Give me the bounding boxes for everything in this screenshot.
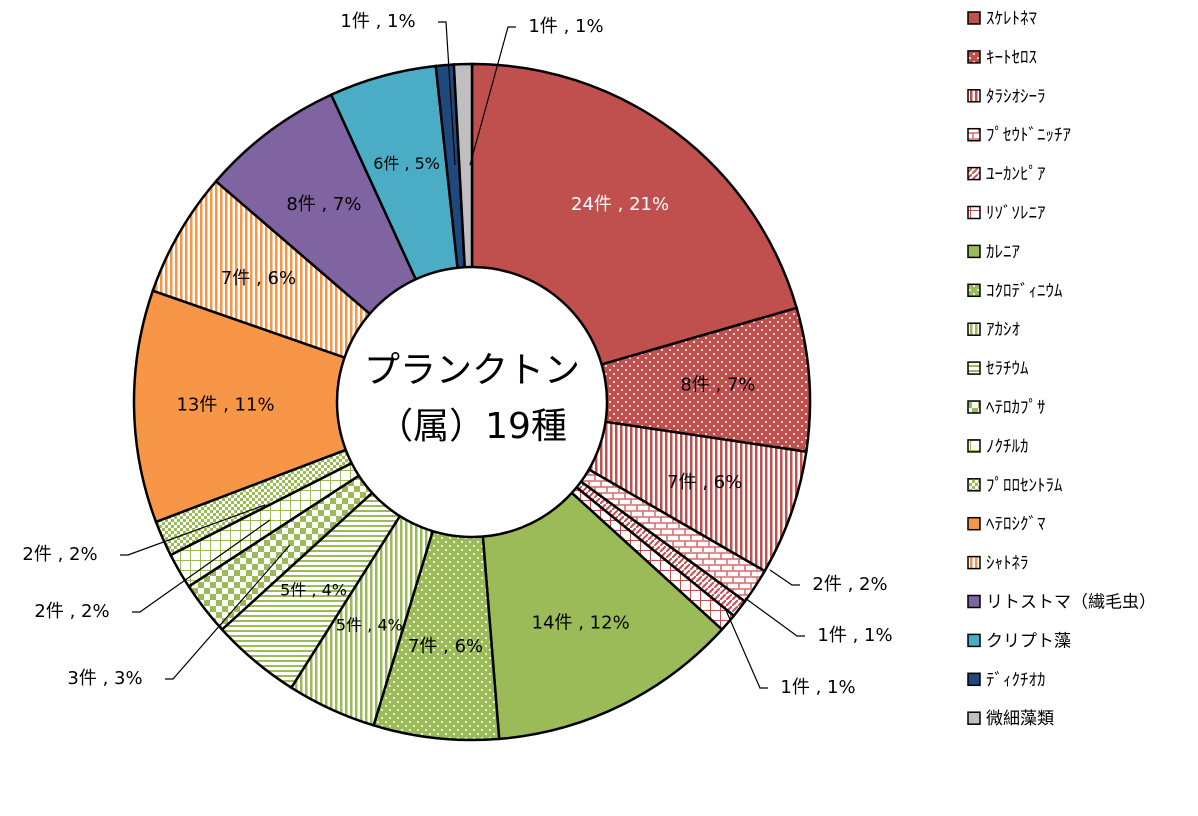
legend-swatch bbox=[967, 361, 981, 375]
legend-label: ｱｶｼｵ bbox=[986, 320, 1020, 340]
data-label: 1件 , 1% bbox=[780, 677, 855, 698]
leader-line bbox=[724, 607, 768, 689]
legend-label: ﾃﾞｨｸﾁｵｶ bbox=[986, 670, 1046, 690]
legend-label: ｺｸﾛﾃﾞｨﾆｳﾑ bbox=[986, 281, 1063, 301]
legend-label: ｶﾚﾆｱ bbox=[986, 242, 1020, 262]
data-label: 5件 , 4% bbox=[280, 580, 347, 599]
leader-line bbox=[165, 544, 291, 680]
legend-label: ﾉｸﾁﾙｶ bbox=[986, 437, 1029, 457]
data-label: 14件 , 12% bbox=[532, 612, 630, 633]
data-label: 8件 , 7% bbox=[286, 194, 361, 215]
legend-swatch bbox=[967, 478, 981, 492]
legend-swatch bbox=[967, 633, 981, 648]
center-text: プランクトン bbox=[364, 350, 580, 391]
legend-swatch bbox=[967, 516, 981, 531]
leader-line bbox=[769, 569, 800, 586]
legend-swatch bbox=[967, 244, 981, 259]
data-label: 2件 , 2% bbox=[812, 574, 887, 595]
legend-label: クリプト藻 bbox=[986, 631, 1071, 651]
legend-swatch bbox=[967, 322, 981, 336]
legend-label: ﾌﾟﾛﾛｾﾝﾄﾗﾑ bbox=[986, 476, 1063, 496]
legend-label: ﾕｰｶﾝﾋﾟｱ bbox=[986, 165, 1046, 185]
data-label: 5件 , 4% bbox=[336, 616, 403, 635]
data-label: 7件 , 6% bbox=[221, 268, 296, 289]
center-text: （属）19種 bbox=[377, 406, 567, 447]
data-label: 2件 , 2% bbox=[22, 544, 97, 565]
legend-swatch bbox=[967, 672, 981, 687]
legend-swatch bbox=[967, 11, 981, 25]
legend-label: ﾀﾗｼｵｼｰﾗ bbox=[986, 87, 1046, 107]
legend-label: リトストマ（繊毛虫） bbox=[986, 593, 1156, 613]
legend-swatch bbox=[967, 283, 981, 298]
legend-label: ｷｰﾄｾﾛｽ bbox=[986, 48, 1037, 68]
data-label: 1件 , 1% bbox=[340, 11, 415, 32]
legend-swatch bbox=[967, 711, 981, 725]
legend-label: ﾘｿﾞｿﾚﾆｱ bbox=[986, 204, 1046, 224]
legend-label: ﾍﾃﾛｼｸﾞﾏ bbox=[986, 515, 1046, 535]
legend-label: 微細藻類 bbox=[986, 709, 1054, 729]
legend-swatch bbox=[967, 439, 981, 453]
legend-swatch bbox=[967, 205, 981, 220]
donut-hole bbox=[335, 265, 609, 539]
legend-swatch bbox=[967, 127, 981, 142]
legend-swatch bbox=[967, 50, 981, 64]
slice bbox=[132, 289, 476, 524]
legend-swatch bbox=[967, 166, 981, 181]
data-label: 13件 , 11% bbox=[176, 394, 274, 415]
leader-line bbox=[438, 21, 456, 166]
legend-label: ﾌﾟｾｳﾄﾞﾆｯﾁｱ bbox=[986, 126, 1071, 146]
legend-label: ｼｬﾄﾈﾗ bbox=[986, 554, 1029, 574]
leader-line bbox=[120, 504, 266, 556]
legend-label: ﾍﾃﾛｶﾌﾟｻ bbox=[986, 398, 1046, 418]
data-label: 8件 , 7% bbox=[680, 374, 755, 395]
data-label: 3件 , 3% bbox=[67, 668, 142, 689]
leader-line bbox=[744, 597, 805, 637]
legend-swatch bbox=[967, 555, 981, 570]
data-label: 6件 , 5% bbox=[373, 154, 440, 173]
leader-line bbox=[132, 519, 271, 613]
legend-label: ｽｹﾚﾄﾈﾏ bbox=[986, 9, 1037, 29]
data-label: 2件 , 2% bbox=[34, 601, 109, 622]
data-label: 1件 , 1% bbox=[817, 625, 892, 646]
data-label: 1件 , 1% bbox=[528, 16, 603, 37]
legend-swatch bbox=[967, 400, 981, 414]
data-label: 7件 , 6% bbox=[408, 636, 483, 657]
data-label: 7件 , 6% bbox=[667, 472, 742, 493]
leader-line bbox=[469, 26, 516, 166]
legend-swatch bbox=[967, 594, 981, 609]
slice bbox=[471, 306, 812, 454]
legend-label: ｾﾗﾁｳﾑ bbox=[986, 359, 1029, 379]
legend-swatch bbox=[967, 89, 981, 103]
data-label: 24件 , 21% bbox=[571, 194, 669, 215]
